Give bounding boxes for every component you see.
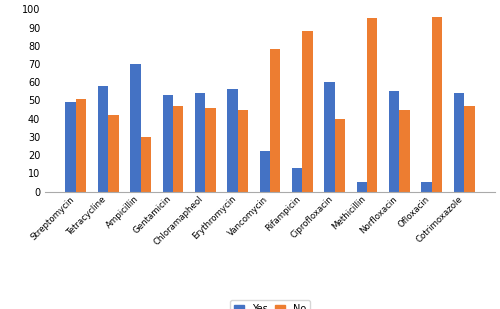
Bar [238,110,248,192]
Bar [400,110,410,192]
Bar [324,82,334,192]
Bar [454,93,464,192]
Bar [108,115,118,192]
Legend: Yes, No: Yes, No [230,300,310,309]
Bar [464,106,474,192]
Bar [367,18,378,192]
Bar [292,168,302,192]
Bar [302,31,312,192]
Bar [130,64,140,192]
Bar [432,17,442,192]
Bar [334,119,345,192]
Bar [422,182,432,192]
Bar [389,91,400,192]
Bar [173,106,184,192]
Bar [206,108,216,192]
Bar [228,90,237,192]
Bar [356,182,367,192]
Bar [270,49,280,192]
Bar [195,93,205,192]
Bar [76,99,86,192]
Bar [66,102,76,192]
Bar [162,95,173,192]
Bar [98,86,108,192]
Bar [140,137,151,192]
Bar [260,151,270,192]
